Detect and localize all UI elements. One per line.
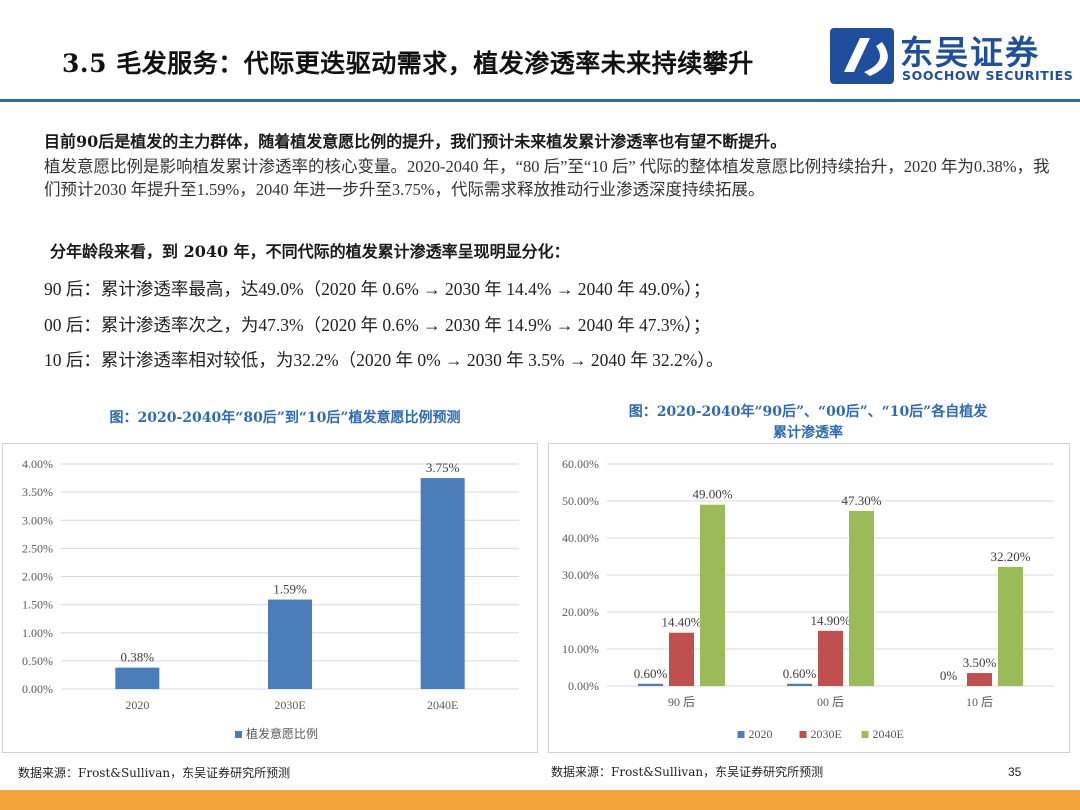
y-tick-label: 0.00% bbox=[568, 679, 599, 693]
y-tick-label: 3.50% bbox=[22, 485, 53, 499]
bar bbox=[787, 683, 812, 686]
right-chart-panel: 0.00% 10.00% 20.00% 30.00% 40.00% 50.00% 60.00… bbox=[548, 443, 1070, 753]
x-tick-label: 2020 bbox=[125, 698, 149, 712]
body-paragraph: 植发意愿比例是影响植发累计渗透率的核心变量。2020-2040 年，“80 后”… bbox=[44, 157, 1050, 199]
right-chart: 0.00% 10.00% 20.00% 30.00% 40.00% 50.00% 60.00… bbox=[562, 457, 1054, 741]
company-logo: 东吴证券 SOOCHOW SECURITIES bbox=[830, 26, 1074, 86]
right-chart-title: 图：2020-2040年“90后”、“00后”、“10后”各自植发 累计渗透率 bbox=[548, 402, 1068, 444]
data-label: 47.30% bbox=[841, 493, 881, 508]
y-tick-label: 30.00% bbox=[562, 568, 599, 582]
x-tick-label: 00 后 bbox=[817, 695, 844, 709]
y-tick-label: 3.00% bbox=[22, 513, 53, 527]
legend-swatch bbox=[799, 731, 807, 738]
left-chart-source: 数据来源：Frost&Sullivan，东吴证券研究所预测 bbox=[18, 766, 291, 780]
page-number: 35 bbox=[1008, 765, 1022, 779]
y-tick-label: 10.00% bbox=[562, 642, 599, 656]
bar bbox=[420, 478, 465, 689]
y-tick-label: 50.00% bbox=[562, 494, 599, 508]
bar bbox=[967, 673, 992, 686]
x-tick-label: 2030E bbox=[274, 698, 305, 712]
data-label: 1.59% bbox=[273, 582, 307, 597]
footer-bar bbox=[0, 790, 1080, 810]
y-tick-label: 1.00% bbox=[22, 626, 53, 640]
right-chart-title-line2: 累计渗透率 bbox=[773, 425, 843, 441]
data-label: 32.20% bbox=[990, 549, 1030, 564]
logo-english-name: SOOCHOW SECURITIES bbox=[902, 68, 1074, 83]
data-label: 0.60% bbox=[783, 666, 817, 681]
y-tick-label: 40.00% bbox=[562, 531, 599, 545]
soochow-logo-icon bbox=[830, 28, 894, 84]
left-chart-panel: 0.00% 0.50% 1.00% 1.50% 2.00% 2.50% 3.00% 3.50%… bbox=[2, 443, 538, 753]
lead-sentence: 目前90后是植发的主力群体，随着植发意愿比例的提升，我们预计未来植发累计渗透率也… bbox=[44, 132, 787, 151]
legend-swatch bbox=[737, 731, 745, 738]
page-title: 3.5 毛发服务：代际更迭驱动需求，植发渗透率未来持续攀升 bbox=[62, 49, 754, 78]
data-label: 3.50% bbox=[963, 655, 997, 670]
bar bbox=[638, 683, 663, 686]
bar bbox=[849, 510, 874, 686]
bar bbox=[818, 630, 843, 686]
y-tick-label: 2.50% bbox=[22, 541, 53, 555]
bar bbox=[669, 632, 694, 686]
legend-label: 2040E bbox=[873, 727, 904, 741]
data-label: 49.00% bbox=[692, 487, 732, 502]
y-tick-label: 1.50% bbox=[22, 598, 53, 612]
y-tick-label: 2.00% bbox=[22, 570, 53, 584]
bar bbox=[115, 667, 160, 689]
y-tick-label: 0.00% bbox=[22, 682, 53, 696]
x-tick-label: 10 后 bbox=[966, 695, 993, 709]
data-label: 0% bbox=[940, 668, 958, 683]
y-tick-label: 0.50% bbox=[22, 654, 53, 668]
legend-label: 2020 bbox=[749, 727, 773, 741]
right-chart-title-line1: 图：2020-2040年“90后”、“00后”、“10后”各自植发 bbox=[628, 404, 988, 420]
list-item: 00 后：累计渗透率次之，为47.3%（2020 年 0.6% → 2030 年… bbox=[44, 315, 711, 335]
data-label: 0.60% bbox=[634, 666, 668, 681]
data-label: 14.40% bbox=[661, 615, 701, 630]
legend-swatch bbox=[861, 731, 869, 738]
list-item: 90 后：累计渗透率最高，达49.0%（2020 年 0.6% → 2030 年… bbox=[44, 279, 711, 299]
data-label: 14.90% bbox=[810, 613, 850, 628]
data-label: 3.75% bbox=[426, 460, 460, 475]
right-chart-source: 数据来源：Frost&Sullivan，东吴证券研究所预测 bbox=[551, 765, 824, 779]
header-divider bbox=[0, 99, 1080, 102]
bar bbox=[998, 566, 1023, 686]
bar bbox=[700, 504, 725, 686]
list-item: 10 后：累计渗透率相对较低，为32.2%（2020 年 0% → 2030 年… bbox=[44, 350, 724, 370]
x-tick-label: 90 后 bbox=[668, 695, 695, 709]
x-tick-label: 2040E bbox=[427, 698, 458, 712]
left-chart-title: 图：2020-2040年“80后”到“10后”植发意愿比例预测 bbox=[109, 410, 461, 426]
legend-label: 2030E bbox=[811, 727, 842, 741]
subhead: 分年龄段来看，到 2040 年，不同代际的植发累计渗透率呈现明显分化： bbox=[50, 242, 570, 261]
data-label: 0.38% bbox=[121, 650, 155, 665]
legend-label: 植发意愿比例 bbox=[246, 726, 318, 741]
bar bbox=[268, 599, 312, 689]
left-chart: 0.00% 0.50% 1.00% 1.50% 2.00% 2.50% 3.00% 3.50%… bbox=[22, 457, 519, 741]
y-tick-label: 60.00% bbox=[562, 457, 599, 471]
y-tick-label: 20.00% bbox=[562, 605, 599, 619]
logo-chinese-name: 东吴证券 bbox=[900, 33, 1040, 72]
y-tick-label: 4.00% bbox=[22, 457, 53, 471]
legend-swatch bbox=[235, 731, 242, 738]
